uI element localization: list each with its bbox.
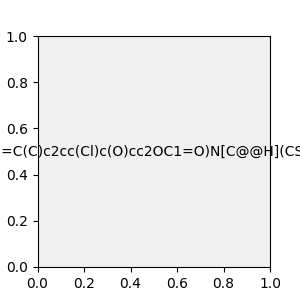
Text: O=C(CC1=C(C)c2cc(Cl)c(O)cc2OC1=O)N[C@@H](CSC)C(=O)O: O=C(CC1=C(C)c2cc(Cl)c(O)cc2OC1=O)N[C@@H]… (0, 145, 300, 158)
